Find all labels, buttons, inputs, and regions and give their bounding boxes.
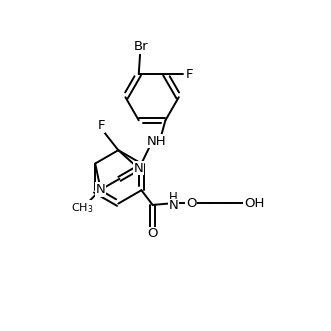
- Text: N: N: [168, 199, 178, 213]
- Text: NH: NH: [147, 135, 166, 148]
- Text: Br: Br: [134, 40, 148, 53]
- Text: F: F: [97, 119, 105, 132]
- Text: O: O: [186, 197, 196, 210]
- Text: CH$_3$: CH$_3$: [71, 201, 94, 214]
- Text: N: N: [133, 162, 143, 174]
- Text: OH: OH: [244, 197, 264, 210]
- Text: N: N: [96, 183, 106, 196]
- Text: O: O: [147, 227, 158, 240]
- Text: F: F: [186, 68, 193, 80]
- Text: H: H: [169, 191, 178, 204]
